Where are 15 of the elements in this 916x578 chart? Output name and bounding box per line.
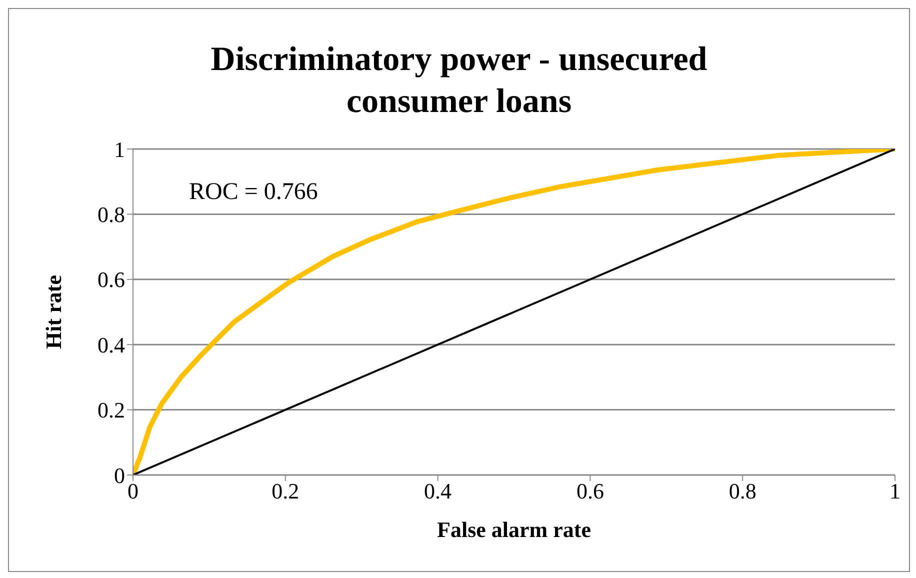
chart-title: Discriminatory power - unsecured consumer loans xyxy=(210,40,708,122)
y-tick-label: 0.6 xyxy=(98,267,125,292)
y-tick-label: 1 xyxy=(114,136,125,162)
y-tick-label: 0.4 xyxy=(98,332,125,358)
x-tick-label: 0.2 xyxy=(272,478,300,504)
x-tick-label: 0.4 xyxy=(424,478,452,504)
x-tick-label: 0.6 xyxy=(576,478,604,504)
x-tick-label: 0.8 xyxy=(728,478,756,504)
x-tick-label: 1 xyxy=(890,478,900,504)
y-tick-label: 0 xyxy=(114,462,125,488)
annotation: ROC = 0.766 xyxy=(189,179,318,206)
y-tick-label: 0.8 xyxy=(98,202,125,228)
y-tick-label: 0.2 xyxy=(98,398,125,423)
y-axis-title: Hit rate xyxy=(40,274,66,349)
x-axis-title: False alarm rate xyxy=(437,517,592,542)
